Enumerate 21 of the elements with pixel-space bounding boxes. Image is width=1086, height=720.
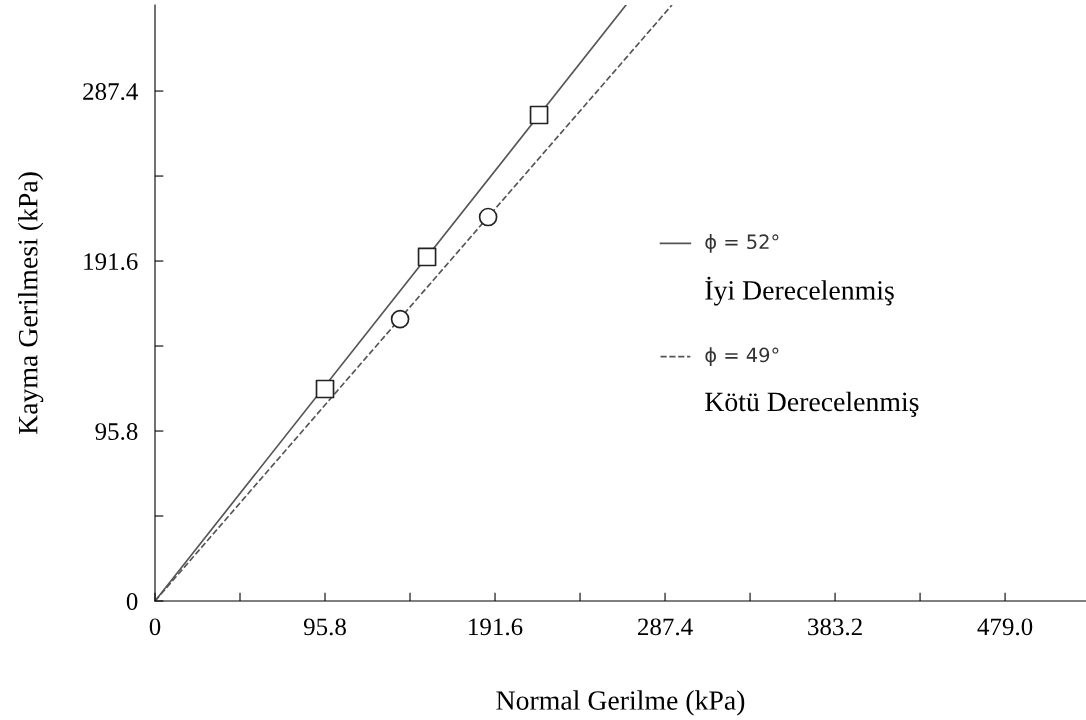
point (529, 105, 549, 125)
point (390, 309, 410, 329)
legend-label: ϕ = 49° (705, 347, 779, 367)
y-tick-label: 191.6 (84, 253, 138, 271)
y-tick-label: 287.4 (83, 83, 138, 101)
point (478, 207, 498, 227)
y-tick-label: 0 (126, 593, 138, 610)
x-tick-label: 383.2 (808, 618, 862, 636)
annotation: İyi Derecelenmiş (705, 276, 894, 306)
y-axis-title: Kayma Gerilmesi (kPa) (18, 172, 44, 435)
legend-label: ϕ = 52° (705, 233, 779, 253)
x-tick-label: 191.6 (469, 618, 523, 636)
annotation: Kötü Derecelenmiş (705, 391, 919, 417)
x-axis-title: Normal Gerilme (kPa) (496, 690, 745, 716)
x-tick-label: 479.0 (977, 618, 1033, 636)
x-tick-label: 287.4 (638, 618, 693, 636)
x-tick-label: 95.8 (303, 618, 346, 636)
y-tick-label: 95.8 (95, 423, 138, 441)
point (315, 379, 335, 399)
x-tick-label: 0 (149, 618, 161, 636)
point (417, 247, 437, 267)
